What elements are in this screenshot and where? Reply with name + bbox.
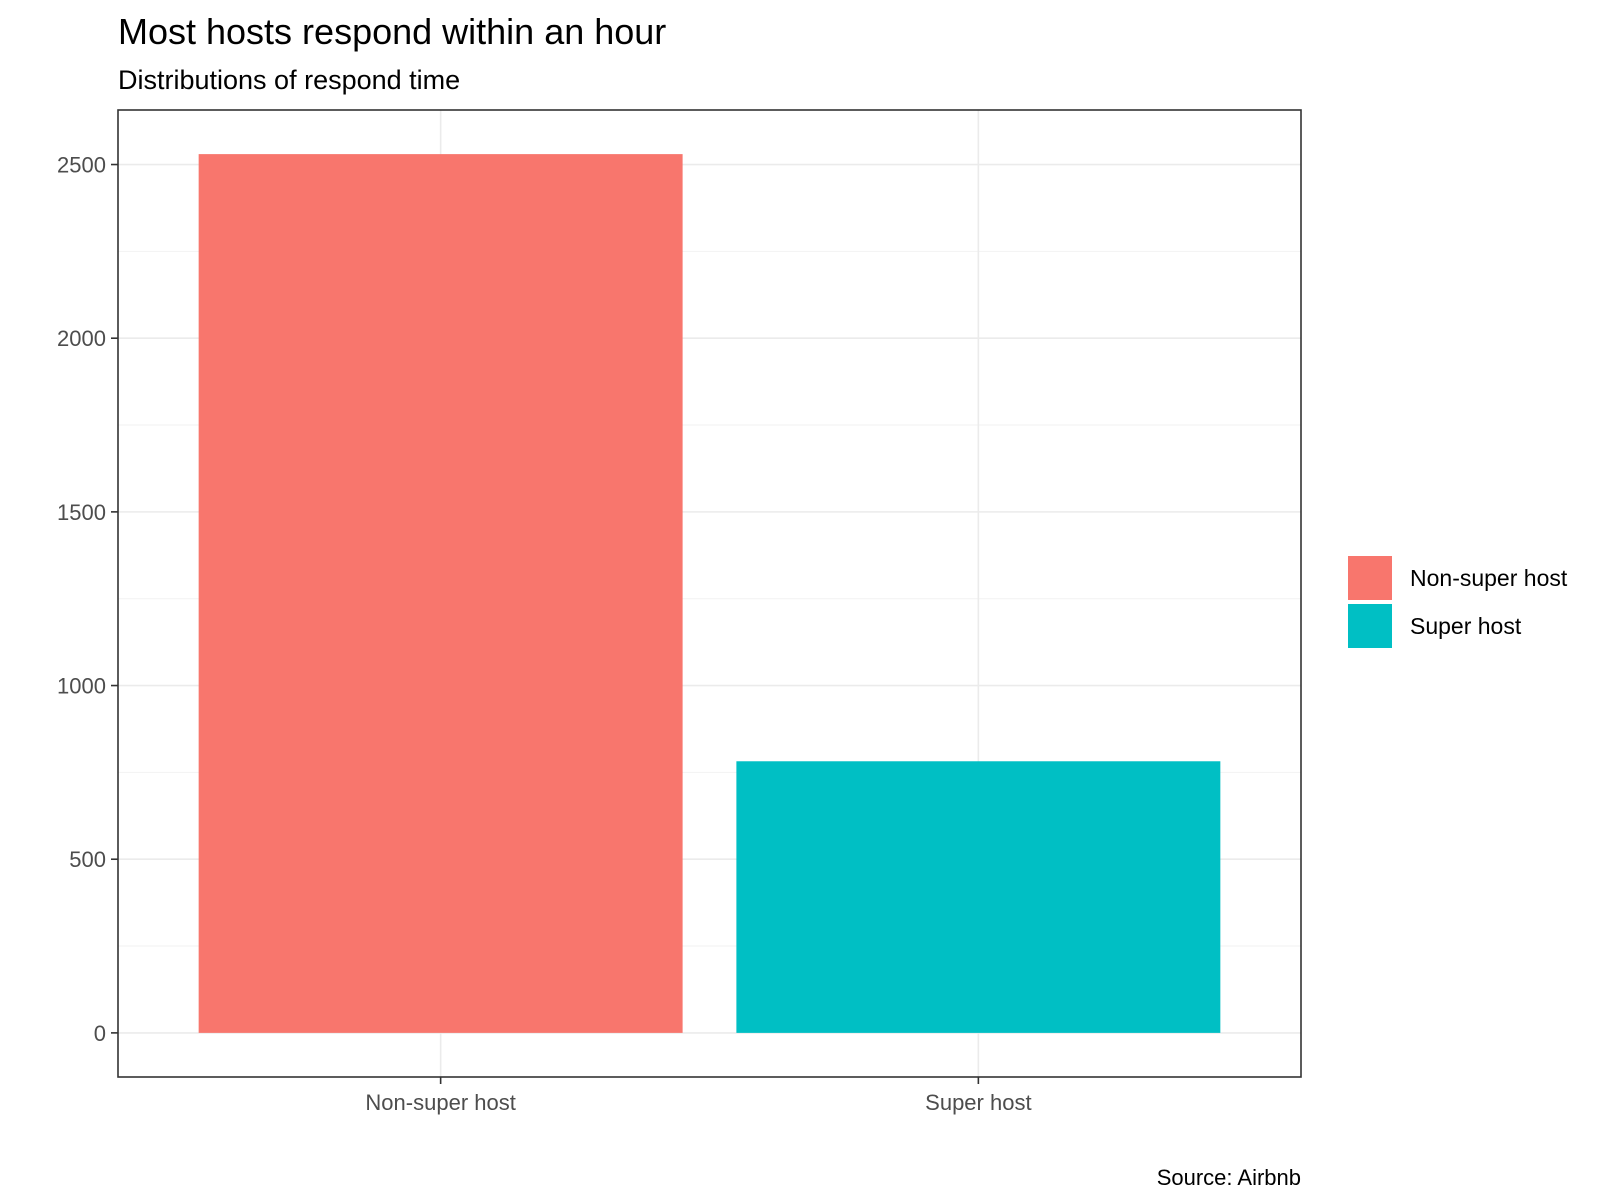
y-tick-label: 1500 (57, 500, 106, 525)
y-tick-label: 2500 (57, 153, 106, 178)
bar (198, 154, 683, 1033)
y-tick-label: 2000 (57, 326, 106, 351)
legend-key (1348, 556, 1392, 600)
bars (198, 154, 1221, 1033)
chart-title: Most hosts respond within an hour (118, 11, 666, 52)
y-tick-label: 0 (94, 1021, 106, 1046)
chart-subtitle: Distributions of respond time (118, 65, 460, 95)
x-axis: Non-super host Super host (365, 1077, 1032, 1115)
legend: Non-super host Super host (1348, 556, 1568, 648)
panel-border (117, 109, 1302, 1078)
y-tick-label: 500 (69, 847, 106, 872)
plot-panel (117, 109, 1302, 1078)
bar (736, 761, 1221, 1033)
y-tick-label: 1000 (57, 674, 106, 699)
chart-caption: Source: Airbnb (1157, 1165, 1301, 1190)
x-tick-label: Super host (925, 1090, 1031, 1115)
legend-label: Super host (1410, 613, 1522, 639)
legend-label: Non-super host (1410, 565, 1568, 591)
legend-key (1348, 604, 1392, 648)
x-tick-label: Non-super host (365, 1090, 515, 1115)
y-axis: 0 500 1000 1500 2000 2500 (57, 153, 118, 1046)
